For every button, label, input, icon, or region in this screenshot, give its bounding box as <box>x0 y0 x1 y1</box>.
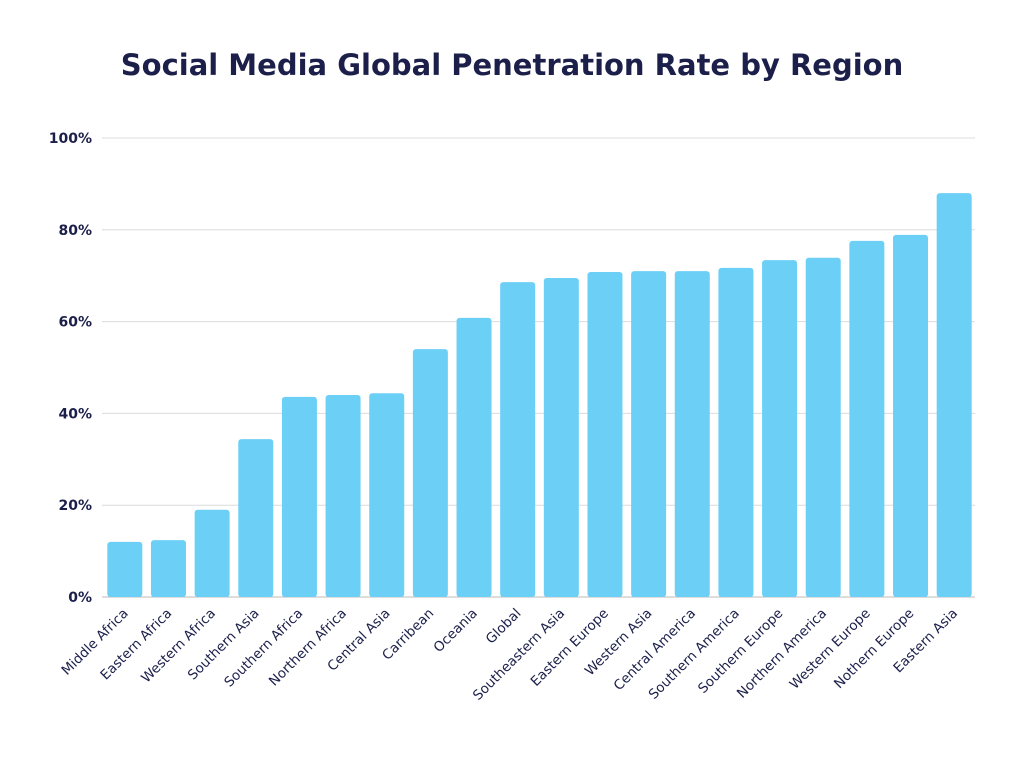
x-tick-label: Western Africa <box>138 606 219 687</box>
y-tick-label: 40% <box>58 406 92 422</box>
bar <box>281 396 317 597</box>
bar <box>456 317 492 597</box>
bar <box>543 277 579 597</box>
bar <box>500 282 536 597</box>
bar <box>674 271 710 597</box>
bar <box>238 439 274 597</box>
bar <box>107 541 143 597</box>
x-tick-label: Nothern Europe <box>831 606 917 692</box>
bar <box>194 509 230 597</box>
y-tick-label: 80% <box>58 223 92 239</box>
chart-title: Social Media Global Penetration Rate by … <box>120 48 904 82</box>
bar <box>849 240 885 598</box>
x-tick-label: Western Europe <box>787 606 874 693</box>
bar <box>718 267 754 597</box>
bar <box>762 260 798 597</box>
x-tick-label: Eastern Europe <box>528 606 612 690</box>
y-tick-label: 0% <box>68 590 92 606</box>
x-tick-label: Global <box>483 606 525 648</box>
y-tick-label: 20% <box>58 498 92 514</box>
bar <box>936 193 972 597</box>
x-tick-label: Oceania <box>430 606 480 656</box>
y-tick-label: 100% <box>49 131 92 147</box>
bar <box>631 271 667 597</box>
bar <box>893 234 929 597</box>
bar <box>325 395 361 597</box>
y-tick-label: 60% <box>58 315 92 331</box>
bar <box>369 393 405 597</box>
x-tick-label: Southern Africa <box>221 606 306 691</box>
bar <box>805 257 841 597</box>
x-tick-label: Northern Africa <box>266 606 350 690</box>
bar <box>150 540 186 597</box>
bar <box>412 349 448 597</box>
bar <box>587 272 623 597</box>
